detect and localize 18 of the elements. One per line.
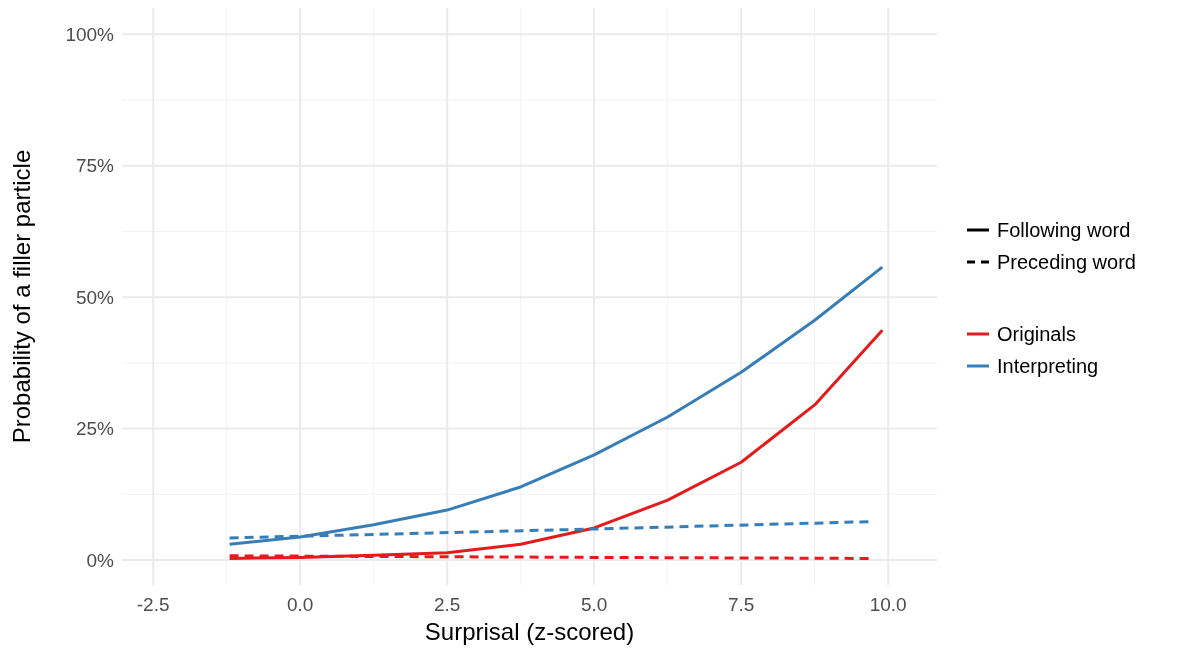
line-series xyxy=(228,265,884,546)
x-tick-label: -2.5 xyxy=(136,594,170,615)
y-tick-label: 25% xyxy=(75,418,115,440)
y-tick-label: 0% xyxy=(86,549,115,571)
x-tick-label: 0.0 xyxy=(286,594,314,615)
x-tick-label: 5.0 xyxy=(580,594,608,615)
x-tick-label: 10.0 xyxy=(869,594,907,615)
x-tick-label: 7.5 xyxy=(727,594,755,615)
text: Following word xyxy=(997,219,1131,241)
x-tick-label: 2.5 xyxy=(433,594,461,615)
y-tick-label: 50% xyxy=(75,286,115,308)
y-tick-label: 100% xyxy=(65,23,115,45)
y-tick-label: 75% xyxy=(75,155,115,177)
legend-label: Interpreting xyxy=(997,355,1099,377)
x-axis-title: Surprisal (z-scored) xyxy=(424,618,635,645)
y-axis-title: Probability of a filler particle xyxy=(8,149,35,444)
text: Preceding word xyxy=(997,251,1136,273)
legend-label: Originals xyxy=(997,323,1076,345)
